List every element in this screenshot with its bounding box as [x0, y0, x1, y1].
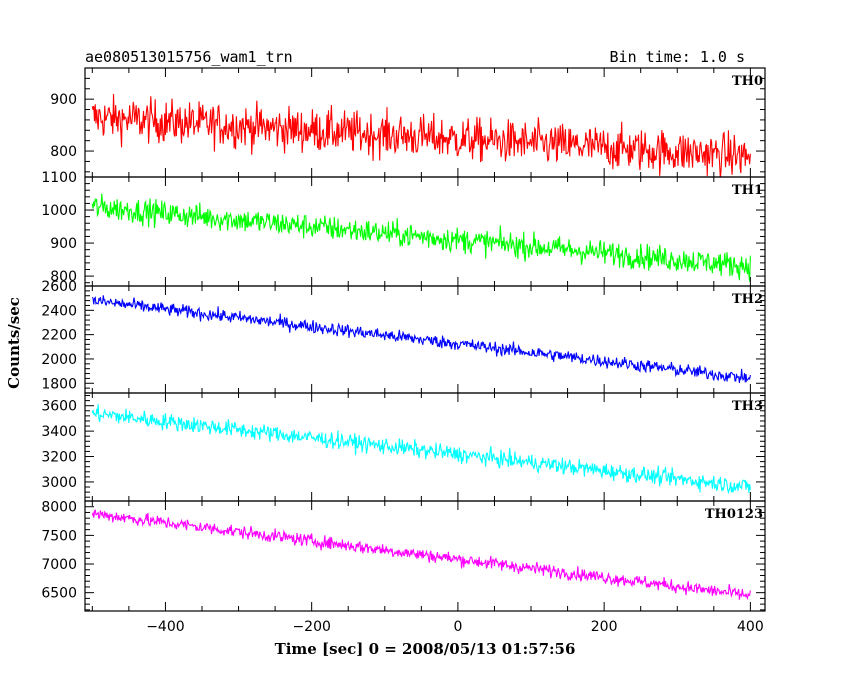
panel-th0123: 6500 7000 7500 8000 TH0123 — [41, 500, 766, 612]
y-tick-label: 3000 — [41, 475, 77, 491]
x-axis-label: Time [sec] 0 = 2008/05/13 01:57:56 — [275, 640, 576, 658]
panel-label-th0: TH0 — [732, 74, 763, 89]
panel-label-th2: TH2 — [732, 292, 763, 307]
series-line-th0123 — [91, 509, 751, 600]
panel-label-th0123: TH0123 — [705, 507, 763, 522]
panel-frame — [84, 500, 766, 612]
series-line-th1 — [91, 193, 751, 282]
y-tick-label: 2200 — [41, 328, 77, 344]
x-tick-label: 0 — [453, 619, 462, 635]
y-tick-label: 6500 — [41, 586, 77, 602]
y-tick-label: 2600 — [41, 279, 77, 295]
chart-title-left: ae080513015756_wam1_trn — [85, 48, 293, 66]
y-tick-label: 7500 — [41, 528, 77, 544]
panel-th1: 800 900 1000 1100 TH1 — [41, 170, 766, 287]
y-tick-label: 2400 — [41, 303, 77, 319]
y-tick-label: 7000 — [41, 557, 77, 573]
panel-th0: 800 900 TH0 — [50, 67, 766, 178]
panel-frame — [84, 176, 766, 287]
y-tick-label: 2000 — [41, 352, 77, 368]
panels: 800900TH080090010001100TH118002000220024… — [41, 67, 766, 635]
y-tick-label: 900 — [50, 92, 77, 108]
y-tick-label: 800 — [50, 144, 77, 160]
y-tick-label: 3200 — [41, 450, 77, 466]
panel-th2: 1800 2000 2200 2400 2600 TH2 — [41, 279, 766, 394]
x-tick-label: −400 — [146, 619, 184, 635]
y-tick-label: 1000 — [41, 203, 77, 219]
x-tick-label: 400 — [737, 619, 764, 635]
y-tick-label: 800 — [50, 269, 77, 285]
y-tick-label: 900 — [50, 236, 77, 252]
series-line-th3 — [91, 404, 751, 495]
x-tick-label: −200 — [292, 619, 330, 635]
series-line-th0 — [91, 93, 751, 177]
y-tick-label: 1100 — [41, 170, 77, 186]
panel-label-th3: TH3 — [732, 399, 763, 414]
panel-label-th1: TH1 — [732, 183, 763, 198]
series-line-th2 — [91, 295, 751, 384]
panel-th3: 3000 3200 3400 3600 TH3 — [41, 392, 766, 502]
y-tick-label: 1800 — [41, 376, 77, 392]
y-tick-label: 8000 — [41, 500, 77, 516]
x-tick-label: 200 — [591, 619, 618, 635]
y-axis-label: Counts/sec — [5, 297, 23, 389]
y-tick-label: 3400 — [41, 424, 77, 440]
y-tick-label: 3600 — [41, 399, 77, 415]
chart-title-right: Bin time: 1.0 s — [610, 48, 745, 66]
